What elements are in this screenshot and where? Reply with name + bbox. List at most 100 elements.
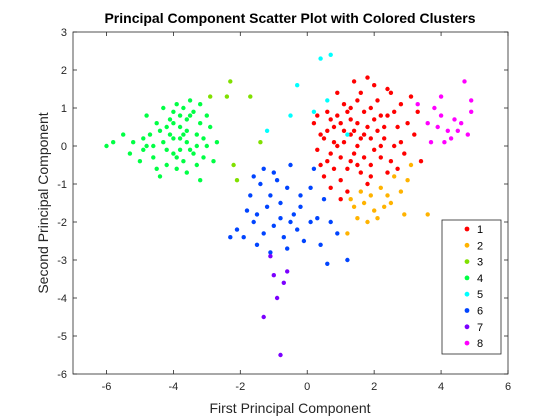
legend-label: 4 (477, 273, 483, 285)
scatter-point (402, 151, 407, 156)
scatter-point (469, 109, 474, 115)
scatter-point (161, 140, 166, 145)
scatter-point (268, 193, 273, 198)
scatter-point (378, 113, 383, 118)
scatter-point (254, 242, 260, 247)
scatter-point (177, 113, 183, 118)
scatter-point (392, 174, 397, 179)
scatter-point (177, 124, 183, 130)
scatter-point (167, 117, 173, 122)
scatter-point (328, 219, 333, 225)
scatter-point (228, 235, 233, 240)
scatter-point (234, 227, 240, 232)
scatter-point (318, 56, 323, 61)
y-tick-label: -6 (57, 369, 67, 381)
scatter-point (268, 250, 273, 255)
scatter-point (201, 155, 206, 160)
scatter-point (375, 98, 380, 103)
scatter-point (244, 208, 250, 213)
scatter-point (459, 121, 464, 126)
legend-label: 5 (477, 289, 483, 301)
series-3-points (208, 79, 263, 183)
scatter-point (258, 181, 263, 187)
y-tick-label: -3 (57, 255, 67, 267)
plot-area (72, 31, 509, 375)
scatter-point (372, 83, 377, 88)
scatter-point (154, 166, 159, 171)
scatter-point (151, 143, 156, 149)
scatter-point (348, 197, 353, 202)
scatter-point (184, 170, 189, 175)
scatter-point (351, 128, 357, 133)
scatter-point (194, 132, 199, 137)
scatter-point (448, 136, 454, 141)
scatter-point (228, 79, 233, 84)
legend-label: 2 (477, 240, 483, 252)
scatter-point (171, 151, 176, 156)
scatter-point (345, 231, 350, 236)
scatter-point (204, 113, 209, 118)
data-points (104, 52, 474, 358)
scatter-point (335, 90, 340, 96)
scatter-point (368, 105, 373, 111)
scatter-point (254, 212, 260, 217)
scatter-point (385, 113, 390, 118)
scatter-point (181, 105, 186, 111)
scatter-point (358, 170, 363, 175)
legend-marker (464, 291, 470, 297)
scatter-point (251, 174, 256, 179)
legend-marker (464, 259, 470, 264)
scatter-point (325, 109, 330, 115)
scatter-point (308, 185, 313, 190)
scatter-point (335, 143, 340, 149)
legend-label: 7 (477, 322, 483, 334)
scatter-point (174, 155, 179, 160)
scatter-point (382, 124, 387, 130)
scatter-point (208, 124, 213, 130)
scatter-point (198, 121, 203, 126)
scatter-point (368, 162, 373, 168)
scatter-point (385, 170, 390, 175)
legend-label: 1 (477, 224, 483, 236)
scatter-point (147, 132, 153, 137)
scatter-point (388, 200, 394, 206)
x-tick-label: -6 (102, 381, 112, 393)
scatter-point (191, 151, 196, 156)
scatter-point (308, 219, 313, 225)
scatter-point (311, 166, 317, 171)
scatter-point (378, 143, 383, 149)
scatter-point (285, 185, 290, 190)
legend-label: 3 (477, 257, 483, 269)
x-tick-label: 2 (371, 381, 377, 393)
scatter-point (365, 75, 370, 80)
scatter-point (402, 212, 407, 217)
scatter-point (291, 212, 296, 217)
scatter-point (398, 189, 404, 194)
scatter-point (274, 178, 280, 183)
scatter-point (361, 132, 367, 137)
series-7-points (261, 254, 290, 358)
scatter-point (358, 136, 363, 141)
scatter-point (438, 113, 444, 118)
scatter-point (325, 261, 330, 266)
x-tick-label: -4 (168, 381, 178, 393)
scatter-point (365, 181, 370, 187)
scatter-point (204, 143, 209, 149)
scatter-point (251, 219, 256, 225)
scatter-point (375, 216, 380, 221)
scatter-point (318, 162, 323, 168)
scatter-point (348, 159, 353, 164)
x-tick-label: 4 (438, 381, 444, 393)
scatter-point (398, 102, 404, 107)
scatter-point (351, 204, 357, 209)
scatter-point (137, 159, 143, 164)
scatter-point (328, 117, 333, 122)
scatter-point (345, 132, 350, 137)
scatter-point (382, 136, 387, 141)
scatter-point (127, 151, 133, 156)
scatter-point (351, 79, 357, 84)
series-4-points (104, 98, 220, 183)
scatter-point (321, 174, 327, 179)
scatter-point (298, 193, 303, 198)
